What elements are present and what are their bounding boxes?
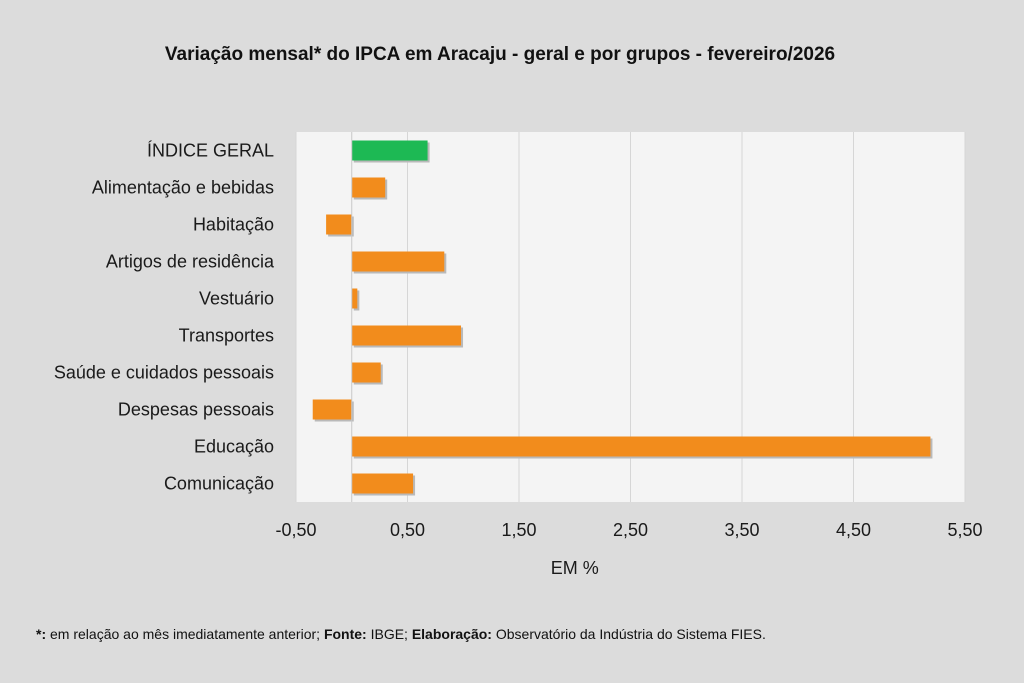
- footnote: *: em relação ao mês imediatamente anter…: [36, 626, 766, 642]
- bar: [312, 399, 352, 420]
- bar: [351, 436, 931, 457]
- x-tick-label: -0,50: [275, 520, 316, 540]
- source-label: Fonte:: [323, 626, 367, 642]
- bar: [351, 473, 414, 494]
- bar: [351, 362, 381, 383]
- category-label: Educação: [194, 437, 274, 457]
- bar: [351, 325, 462, 346]
- category-label: ÍNDICE GERAL: [147, 141, 274, 161]
- bar: [351, 177, 386, 198]
- category-label: Vestuário: [199, 289, 274, 309]
- bar: [351, 251, 445, 272]
- footnote-mark: *:: [36, 626, 47, 642]
- bar: [326, 214, 352, 235]
- category-label: Transportes: [179, 326, 274, 346]
- category-label: Alimentação e bebidas: [92, 178, 274, 198]
- source-text: IBGE;: [366, 626, 412, 642]
- category-label: Comunicação: [164, 474, 274, 494]
- category-label: Despesas pessoais: [118, 400, 274, 420]
- category-label: Artigos de residência: [106, 252, 275, 272]
- x-tick-label: 4,50: [836, 520, 871, 540]
- x-tick-label: 3,50: [724, 520, 759, 540]
- credit-label: Elaboração:: [411, 626, 492, 642]
- category-label: Habitação: [193, 215, 274, 235]
- chart-title: Variação mensal* do IPCA em Aracaju - ge…: [164, 44, 836, 65]
- footnote-text: em relação ao mês imediatamente anterior…: [46, 626, 324, 642]
- category-label: Saúde e cuidados pessoais: [54, 363, 274, 383]
- x-tick-label: 0,50: [390, 520, 425, 540]
- x-tick-label: 1,50: [501, 520, 536, 540]
- bar: [351, 288, 358, 309]
- x-tick-label: 2,50: [613, 520, 648, 540]
- credit-text: Observatório da Indústria do Sistema FIE…: [491, 626, 766, 642]
- bar: [351, 140, 428, 161]
- x-tick-label: 5,50: [947, 520, 982, 540]
- x-axis-label: EM %: [551, 558, 599, 578]
